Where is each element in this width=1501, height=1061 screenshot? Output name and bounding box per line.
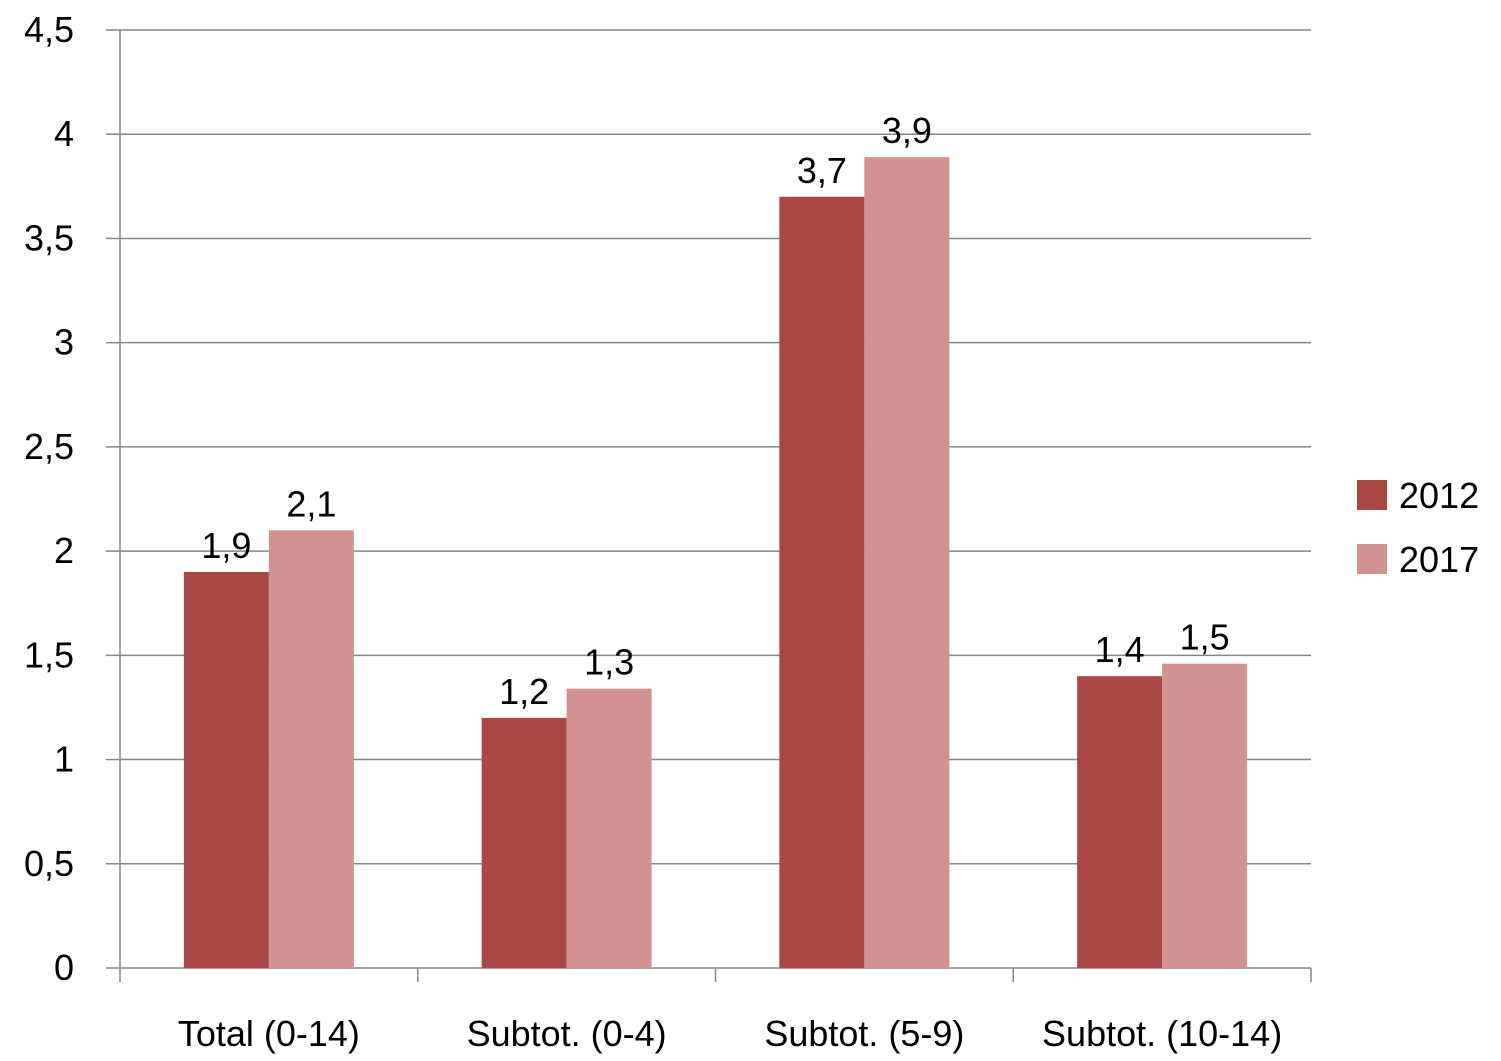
axes: 0 0,5 1 1,5 2 2,5 3 3,5 4 4,5 Total (0-14) Subtot. … [24, 9, 1312, 1054]
data-label-2017: 1,3 [584, 642, 634, 683]
y-tick-label: 2,5 [24, 426, 74, 467]
x-category-label: Subtot. (10-14) [1042, 1013, 1282, 1054]
bar-2012 [1077, 676, 1163, 968]
bars [183, 157, 1248, 968]
bar-2017 [268, 530, 354, 968]
data-label-2017: 2,1 [286, 483, 336, 524]
x-category-label: Subtot. (5-9) [764, 1013, 964, 1054]
y-tick-label: 0 [54, 947, 74, 988]
y-tick-label: 0,5 [24, 843, 74, 884]
y-tick-label: 4 [54, 113, 74, 154]
legend-label-2017: 2017 [1399, 539, 1479, 580]
legend-label-2012: 2012 [1399, 475, 1479, 516]
bar-2012 [779, 196, 865, 968]
data-label-2012: 3,7 [797, 150, 847, 191]
data-label-2012: 1,4 [1095, 629, 1145, 670]
bar-2017 [864, 157, 950, 968]
y-tick-label: 3 [54, 322, 74, 363]
legend: 2012 2017 [1357, 475, 1479, 580]
data-label-2012: 1,2 [499, 671, 549, 712]
data-labels: 1,9 1,2 3,7 1,4 2,1 1,3 3,9 1,5 [201, 110, 1229, 712]
legend-swatch-2017 [1357, 544, 1387, 574]
y-tick-label: 2 [54, 530, 74, 571]
data-label-2012: 1,9 [201, 525, 251, 566]
legend-swatch-2012 [1357, 480, 1387, 510]
bar-2017 [1162, 663, 1248, 968]
y-tick-label: 1 [54, 739, 74, 780]
bar-2012 [481, 717, 567, 968]
y-tick-label: 1,5 [24, 634, 74, 675]
y-tick-label: 3,5 [24, 217, 74, 258]
y-tick-label: 4,5 [24, 9, 74, 50]
data-label-2017: 1,5 [1180, 617, 1230, 658]
bar-2012 [183, 571, 269, 968]
data-label-2017: 3,9 [882, 110, 932, 151]
x-category-label: Subtot. (0-4) [467, 1013, 667, 1054]
x-category-label: Total (0-14) [178, 1013, 360, 1054]
bar-2017 [566, 688, 652, 968]
